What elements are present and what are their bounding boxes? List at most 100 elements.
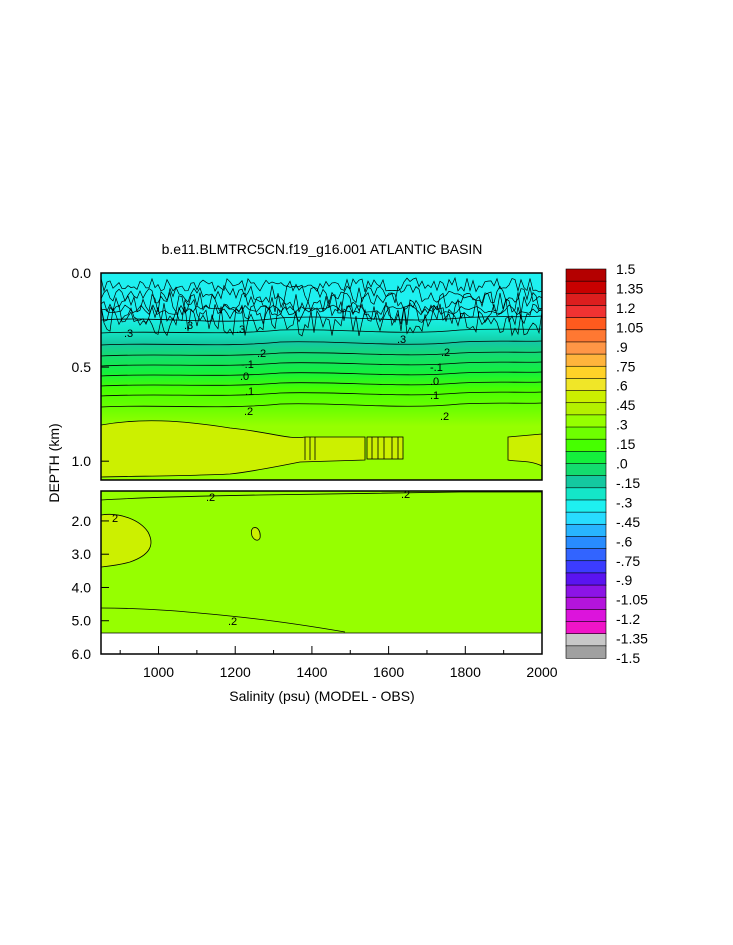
lower-small-contour	[250, 527, 261, 541]
colorbar-swatch	[565, 317, 607, 331]
colorbar-label: -.45	[616, 514, 640, 530]
upper-yellow-region	[101, 420, 366, 478]
x-tick-label: 2000	[526, 664, 557, 680]
contour-label: .2	[257, 348, 266, 360]
lower-panel-field	[101, 491, 542, 654]
upper-panel-frame	[100, 272, 543, 481]
colorbar-swatch	[565, 645, 607, 659]
colorbar-label: -.6	[616, 533, 633, 549]
colorbar-swatch	[565, 560, 607, 574]
y-tick-label: 4.0	[72, 579, 92, 595]
colorbar-labels: 1.5 1.35 1.2 1.05 .9 .75 .6 .45 .3 .15 .0 -.15 -.3 -.…	[616, 261, 648, 666]
contour-label: .0	[240, 371, 249, 383]
upper-contour-labels: .3 .3 .3 .3 .2 .2 -.1 -.1 .0 .0 .1 .1 .2…	[124, 320, 450, 423]
colorbar-label: -.9	[616, 572, 633, 588]
lower-y-axis: 2.0 3.0 4.0 5.0 6.0	[72, 513, 109, 662]
colorbar-label: -1.35	[616, 631, 648, 647]
lower-no-data	[101, 633, 542, 654]
colorbar-swatch	[565, 536, 607, 550]
colorbar-label: -.3	[616, 494, 633, 510]
lower-yellow-region	[101, 513, 152, 568]
colorbar-label: 1.05	[616, 319, 643, 335]
colorbar-label: -.15	[616, 475, 640, 491]
surface-contour	[101, 305, 542, 337]
colorbar-label: .9	[616, 339, 628, 355]
surface-noise	[101, 276, 542, 337]
colorbar-swatch	[565, 451, 607, 465]
colorbar-label: 1.35	[616, 280, 643, 296]
surface-contour	[101, 284, 542, 305]
colorbar-swatch	[565, 402, 607, 416]
contour-label: .3	[397, 334, 406, 346]
colorbar-swatch	[565, 329, 607, 343]
colorbar-swatch	[565, 523, 607, 538]
contour-label: .2	[244, 406, 253, 418]
y-tick-label: 3.0	[72, 546, 92, 562]
colorbar-swatch	[565, 293, 607, 307]
colorbar-label: .3	[616, 417, 628, 433]
colorbar-label: .75	[616, 358, 636, 374]
lower-panel-frame	[100, 490, 543, 655]
colorbar-swatch	[565, 268, 607, 282]
contour-label: -.1	[241, 359, 254, 371]
y-tick-label: 6.0	[72, 646, 92, 662]
colorbar-swatch	[565, 487, 607, 501]
colorbar-swatch	[565, 305, 607, 319]
contour-label: 2	[112, 513, 118, 525]
upper-panel	[101, 273, 542, 480]
contour-label: .1	[430, 390, 439, 402]
colorbar-swatch	[565, 609, 607, 623]
colorbar-swatch	[565, 548, 607, 562]
colorbar-swatch	[565, 365, 607, 380]
colorbar-label: .0	[616, 456, 628, 472]
x-tick-label: 1600	[373, 664, 404, 680]
y-tick-label: 1.0	[72, 453, 92, 469]
colorbar-label: .6	[616, 378, 628, 394]
surface-contour	[101, 291, 542, 314]
colorbar-label: -1.2	[616, 611, 640, 627]
x-tick-label: 1400	[296, 664, 327, 680]
colorbar-swatch	[565, 475, 607, 489]
contour-label: .3	[236, 324, 245, 336]
colorbar-swatch	[565, 438, 607, 452]
colorbar-label: -.75	[616, 553, 640, 569]
contour-label: .2	[228, 616, 237, 628]
x-axis: 1000 1200 1400 1600 1800 2000	[119, 646, 558, 680]
lower-panel	[101, 491, 542, 654]
colorbar-swatch	[565, 584, 607, 598]
colorbar-label: 1.5	[616, 261, 636, 277]
chart-title: b.e11.BLMTRC5CN.f19_g16.001 ATLANTIC BAS…	[162, 241, 483, 257]
contour-label: .3	[124, 328, 133, 340]
upper-y-axis: 0.0 0.5 1.0	[72, 265, 109, 469]
contour-label: -.1	[430, 362, 443, 374]
colorbar-swatch	[565, 572, 607, 586]
colorbar-label: .45	[616, 397, 636, 413]
surface-contour	[101, 298, 542, 326]
lower-bottom-contour	[101, 607, 346, 633]
colorbar-swatch	[565, 596, 607, 610]
contour-label: .2	[441, 347, 450, 359]
y-tick-label: 0.0	[72, 265, 92, 281]
colorbar-swatch	[565, 499, 607, 513]
y-tick-label: 2.0	[72, 513, 92, 529]
colorbar-swatch	[565, 390, 607, 404]
y-tick-label: 5.0	[72, 613, 92, 629]
contour-label: .1	[245, 386, 254, 398]
colorbar-label: .15	[616, 436, 636, 452]
upper-yellow-patch	[366, 436, 404, 460]
contour-label: .2	[440, 411, 449, 423]
lower-contour-labels: .2 .2 2 .2	[112, 489, 410, 628]
colorbar-swatch	[565, 463, 607, 477]
lower-top-contour	[101, 491, 542, 501]
colorbar-label: -1.5	[616, 650, 640, 666]
surface-contour	[101, 304, 542, 316]
colorbar	[565, 268, 607, 659]
x-tick-label: 1800	[450, 664, 481, 680]
colorbar-swatch	[565, 633, 607, 647]
colorbar-swatch	[565, 353, 607, 367]
colorbar-label: -1.05	[616, 592, 648, 608]
colorbar-swatch	[565, 511, 607, 525]
colorbar-swatch	[565, 414, 607, 428]
contour-label: .2	[206, 492, 215, 504]
